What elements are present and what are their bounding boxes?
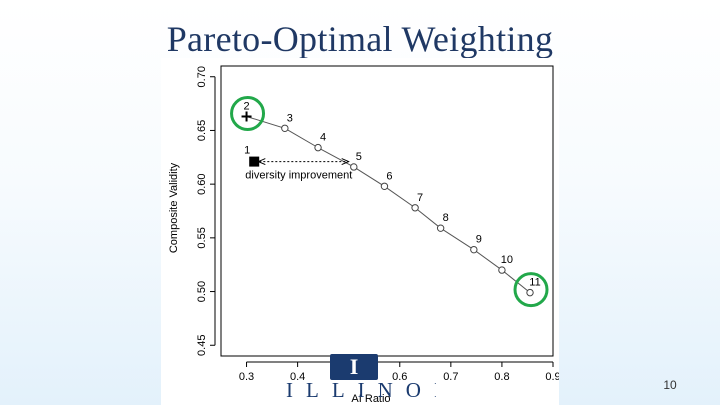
annotation: diversity improvement bbox=[245, 162, 352, 182]
point-label: 7 bbox=[417, 192, 423, 204]
data-point bbox=[281, 124, 289, 132]
data-point bbox=[380, 182, 389, 190]
data-point bbox=[314, 143, 322, 152]
point-label: 2 bbox=[243, 100, 249, 112]
x-axis-title: AI Ratio bbox=[351, 393, 390, 405]
y-tick-label: 0.70 bbox=[196, 66, 208, 87]
data-point bbox=[350, 163, 358, 171]
slide-title: Pareto-Optimal Weighting bbox=[166, 19, 554, 59]
data-point bbox=[498, 266, 506, 274]
y-axis: 0.45 0.50 0.55 0.60 0.65 0.70 bbox=[196, 66, 216, 356]
point-label: 8 bbox=[443, 212, 449, 224]
series-segment bbox=[384, 185, 416, 209]
x-tick-label: 0.3 bbox=[239, 371, 254, 383]
y-tick-label: 0.55 bbox=[196, 227, 208, 248]
data-point bbox=[411, 204, 419, 212]
x-tick-label: 0.6 bbox=[392, 371, 407, 383]
special-markers: 1 bbox=[241, 111, 260, 167]
series-segment bbox=[440, 227, 475, 251]
annotation-text: diversity improvement bbox=[245, 170, 352, 182]
y-axis-title: Composite Validity bbox=[168, 162, 180, 253]
square-marker bbox=[249, 156, 260, 167]
square-point-label: 1 bbox=[244, 145, 250, 157]
y-tick-label: 0.65 bbox=[196, 120, 208, 141]
pareto-chart: 0.30.40.50.60.70.80.9 0.450.500.550.600.… bbox=[168, 65, 559, 405]
x-tick-label: 0.4 bbox=[290, 371, 305, 383]
block-i-logo-mark: I bbox=[349, 354, 359, 379]
data-point bbox=[526, 288, 534, 297]
point-label: 9 bbox=[476, 234, 482, 246]
y-tick-label: 0.45 bbox=[196, 335, 208, 356]
chart-area: 0.30.40.50.60.70.80.9 0.450.500.550.600.… bbox=[161, 58, 559, 405]
x-tick-label: 0.8 bbox=[494, 371, 509, 383]
point-label: 10 bbox=[501, 254, 513, 266]
plot-box bbox=[220, 65, 554, 357]
highlight-circle bbox=[230, 95, 266, 131]
point-label: 3 bbox=[287, 112, 293, 124]
data-point bbox=[470, 245, 478, 254]
x-axis: 0.30.40.50.60.70.80.9 bbox=[239, 361, 559, 383]
y-tick-label: 0.60 bbox=[196, 173, 208, 194]
y-tick-label: 0.50 bbox=[196, 281, 208, 302]
point-label: 4 bbox=[320, 132, 326, 144]
series-segment bbox=[246, 116, 285, 129]
point-label: 11 bbox=[529, 277, 540, 289]
series-line bbox=[246, 116, 531, 294]
data-points: 2 3 4 5 6 7 8 9 10 11 bbox=[243, 100, 541, 297]
logo-wordmark: ILLINOIS bbox=[286, 379, 436, 401]
x-tick-label: 0.9 bbox=[545, 371, 559, 383]
page-number: 10 bbox=[663, 378, 677, 392]
series-segment bbox=[317, 147, 355, 168]
series-segment bbox=[353, 166, 385, 187]
highlight-circles bbox=[230, 95, 549, 308]
series-segment bbox=[414, 207, 441, 229]
series-segment bbox=[284, 127, 319, 149]
highlight-circle bbox=[513, 272, 549, 308]
point-label: 5 bbox=[356, 151, 362, 163]
series-segment bbox=[473, 249, 503, 271]
university-logo: I bbox=[330, 354, 378, 380]
x-tick-label: 0.7 bbox=[443, 371, 458, 383]
data-point bbox=[436, 224, 445, 232]
point-label: 6 bbox=[386, 170, 392, 182]
